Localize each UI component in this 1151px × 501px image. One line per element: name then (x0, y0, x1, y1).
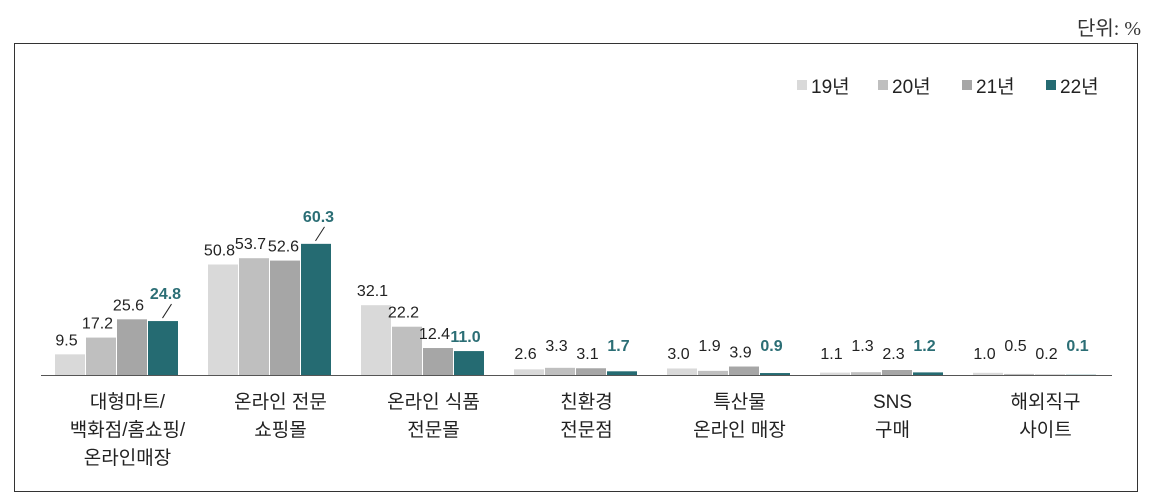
category-label-6-2: 구매 (875, 419, 910, 441)
unit-label: 단위: % (1076, 18, 1141, 40)
data-label-3-6: 2.3 (882, 346, 904, 363)
data-label-3-5: 3.9 (729, 345, 751, 362)
category-label-5-2: 온라인 매장 (693, 419, 786, 441)
bar-3-6 (882, 369, 912, 375)
legend-swatch-2 (878, 80, 888, 90)
bar-3-1 (117, 319, 147, 375)
data-label-4-6: 1.2 (913, 338, 935, 355)
category-label-4-2: 전문점 (560, 419, 612, 441)
bar-1-6 (820, 372, 850, 375)
leader-line-1 (162, 303, 172, 319)
legend-swatch-4 (1046, 80, 1056, 90)
data-label-3-2: 52.6 (268, 239, 299, 256)
category-label-2-2: 쇼핑몰 (254, 419, 306, 441)
data-label-4-3: 11.0 (450, 329, 480, 346)
bar-2-1 (86, 337, 116, 375)
bar-2-5 (698, 370, 728, 375)
data-label-2-2: 53.7 (235, 236, 266, 253)
data-label-4-7: 0.1 (1066, 338, 1088, 355)
category-label-3-1: 온라인 식품 (387, 391, 480, 413)
category-label-6-1: SNS (873, 392, 912, 413)
data-label-3-7: 0.2 (1035, 346, 1057, 363)
bar-4-5 (760, 373, 790, 375)
category-label-1-2: 백화점/홈쇼핑/ (70, 419, 186, 441)
data-label-3-1: 25.6 (113, 297, 144, 314)
data-label-1-6: 1.1 (820, 346, 842, 363)
data-label-2-4: 3.3 (545, 338, 567, 355)
data-label-4-1: 24.8 (150, 286, 181, 303)
data-label-2-1: 17.2 (82, 316, 113, 333)
category-label-7-1: 해외직구 (1011, 391, 1081, 413)
bar-1-5 (667, 368, 697, 375)
bar-2-2 (239, 258, 269, 375)
bar-3-2 (270, 260, 300, 375)
data-label-1-1: 9.5 (55, 332, 77, 349)
legend-label-3: 21년 (976, 76, 1015, 98)
category-label-1-3: 온라인매장 (84, 447, 171, 469)
bar-2-6 (851, 372, 881, 375)
category-label-5-1: 특산물 (713, 391, 765, 413)
data-label-3-3: 12.4 (419, 326, 450, 343)
bar-1-1 (55, 354, 85, 375)
legend-swatch-3 (962, 80, 972, 90)
data-label-2-6: 1.3 (851, 338, 873, 355)
bar-4-3 (454, 351, 484, 375)
leader-line-2 (315, 226, 325, 242)
bar-1-2 (208, 264, 238, 375)
bar-3-3 (423, 348, 453, 375)
legend-label-1: 19년 (811, 76, 850, 98)
data-label-3-4: 3.1 (576, 346, 598, 363)
legend-label-2: 20년 (892, 76, 931, 98)
bar-3-5 (729, 366, 759, 375)
category-label-3-2: 전문몰 (407, 419, 459, 441)
data-label-2-3: 22.2 (388, 305, 419, 322)
data-label-1-2: 50.8 (204, 243, 235, 260)
bar-2-3 (392, 326, 422, 375)
bar-4-2 (301, 243, 331, 375)
legend-label-4: 22년 (1060, 76, 1099, 98)
data-label-2-5: 1.9 (698, 338, 720, 355)
data-label-4-4: 1.7 (607, 338, 629, 355)
category-label-1-1: 대형마트/ (90, 391, 166, 413)
category-label-4-1: 친환경 (560, 391, 612, 413)
data-label-1-3: 32.1 (357, 283, 388, 300)
bar-1-3 (361, 305, 391, 375)
bar-4-6 (913, 372, 943, 375)
bar-3-4 (576, 368, 606, 375)
category-label-2-1: 온라인 전문 (234, 391, 327, 413)
data-label-1-4: 2.6 (514, 346, 536, 363)
bar-4-1 (148, 321, 178, 375)
bar-2-7 (1004, 373, 1034, 375)
bar-1-7 (973, 372, 1003, 375)
chart-frame (14, 43, 1138, 492)
data-label-1-5: 3.0 (667, 346, 689, 363)
bar-2-4 (545, 367, 575, 375)
bar-1-4 (514, 369, 544, 375)
data-label-4-5: 0.9 (760, 338, 782, 355)
bar-4-4 (607, 371, 637, 375)
data-label-2-7: 0.5 (1004, 338, 1026, 355)
legend-swatch-1 (797, 80, 807, 90)
category-label-7-2: 사이트 (1019, 419, 1071, 441)
data-label-4-2: 60.3 (303, 209, 334, 226)
data-label-1-7: 1.0 (973, 346, 995, 363)
